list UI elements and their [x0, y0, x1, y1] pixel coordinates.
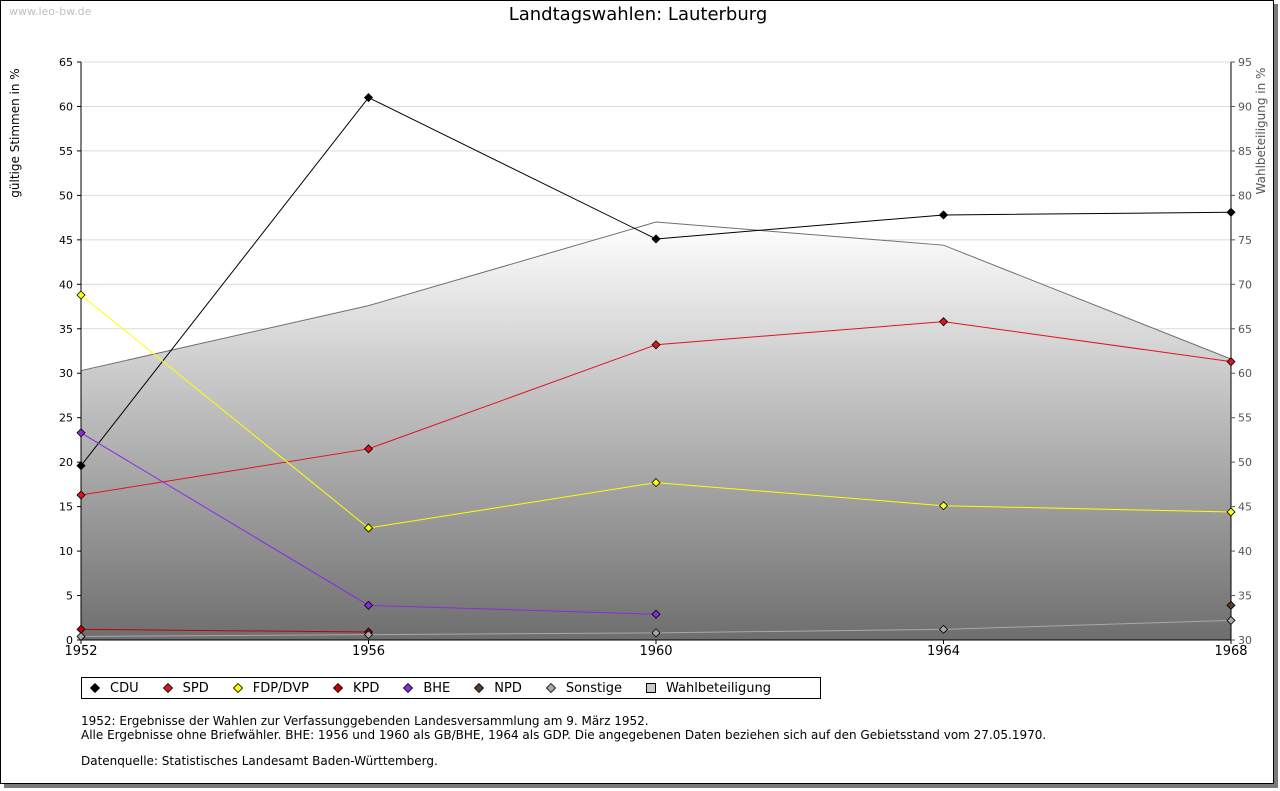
- y-tick-label-10: 10: [59, 545, 73, 558]
- y2-tick-label-40: 40: [1238, 545, 1252, 558]
- data-point-cdu-1952: [76, 461, 86, 471]
- y-tick-label-55: 55: [59, 145, 73, 158]
- data-point-sonstige-1964: [938, 624, 949, 634]
- y2-tick-label-60: 60: [1238, 367, 1252, 380]
- axis-layer: 0 5 10 15 20 25 30 35 40 45 50 55 60 65 30 35 40 45 50 55 60…: [59, 56, 1252, 659]
- data-point-sonstige-1960: [651, 628, 661, 638]
- legend-item-cdu: CDU: [90, 681, 139, 696]
- y-tick-label-40: 40: [59, 278, 73, 291]
- legend-label-npd: NPD: [494, 680, 522, 696]
- legend-label-sonstige: Sonstige: [565, 680, 623, 696]
- notes: 1952: Ergebnisse der Wahlen zur Verfassu…: [81, 714, 1046, 768]
- legend-item-kpd: KPD: [332, 680, 380, 696]
- data-point-cdu-1968: [1226, 207, 1236, 217]
- legend-marker-spd: [162, 683, 173, 693]
- data-point-spd-1956: [363, 444, 374, 454]
- y-tick-label-25: 25: [59, 412, 73, 425]
- data-point-sonstige-1968: [1226, 615, 1236, 626]
- legend-marker-kpd: [332, 683, 343, 693]
- series-area-edge-wahlbeteiligung: [80, 221, 1232, 372]
- data-point-cdu-1956: [363, 93, 374, 103]
- data-point-cdu-1960: [651, 234, 661, 244]
- data-point-spd-1968: [1226, 357, 1236, 367]
- note-line-1: 1952: Ergebnisse der Wahlen zur Verfassu…: [81, 714, 649, 728]
- x-tick-label-1960: 1960: [639, 644, 672, 659]
- legend-label-spd: SPD: [182, 680, 209, 696]
- x-tick-label-1956: 1956: [352, 644, 385, 659]
- data-point-npd-1968: [1226, 600, 1236, 610]
- data-point-spd-1960: [651, 340, 661, 350]
- data-point-bhe-1956: [363, 600, 374, 610]
- y2-tick-label-50: 50: [1238, 456, 1252, 469]
- data-point-spd-1964: [938, 317, 949, 327]
- legend-label-fdp-dvp: FDP/DVP: [252, 680, 309, 696]
- legend-item-sonstige: Sonstige: [545, 680, 623, 696]
- legend-label-kpd: KPD: [352, 680, 380, 696]
- legend-marker-fdp-dvp: [232, 683, 243, 693]
- y-tick-label-65: 65: [59, 56, 73, 69]
- y-tick-label-35: 35: [59, 323, 73, 336]
- y2-tick-label-75: 75: [1238, 234, 1252, 247]
- legend-marker-bhe: [403, 683, 414, 693]
- data-point-fdp-dvp-1968: [1226, 507, 1236, 517]
- x-tick-label-1964: 1964: [927, 644, 960, 659]
- series-layer: [76, 93, 1236, 642]
- legend-item-fdp-dvp: FDP/DVP: [232, 680, 309, 696]
- label-layer: gültige Stimmen in % Wahlbeteiligung in …: [8, 68, 1268, 198]
- y-tick-label-15: 15: [59, 501, 73, 514]
- y-tick-label-0: 0: [66, 634, 73, 647]
- y2-tick-label-45: 45: [1238, 501, 1252, 514]
- y-tick-label-30: 30: [59, 367, 73, 380]
- y-tick-label-50: 50: [59, 189, 73, 202]
- watermark: www.leo-bw.de: [9, 5, 92, 18]
- note-line-2: Alle Ergebnisse ohne Briefwähler. BHE: 1…: [81, 728, 1047, 742]
- data-point-spd-1952: [76, 490, 86, 500]
- y2-tick-label-95: 95: [1238, 56, 1252, 69]
- legend-marker-npd: [474, 683, 485, 693]
- series-area-wahlbeteiligung: [81, 222, 1231, 641]
- data-point-bhe-1960: [651, 609, 661, 619]
- x-tick-label-1952: 1952: [64, 644, 97, 659]
- y2-tick-label-55: 55: [1238, 412, 1252, 425]
- y-tick-label-20: 20: [59, 456, 73, 469]
- legend: CDU SPD FDP/DVP KPD BHE NPD Sonstige Wahlbeteil…: [81, 677, 821, 699]
- legend-label-wahlbeteiligung: Wahlbeteiligung: [666, 680, 772, 696]
- legend-marker-cdu: [90, 683, 100, 693]
- y2-tick-label-65: 65: [1238, 323, 1252, 336]
- legend-marker-wahlbeteiligung: [646, 683, 657, 693]
- y-tick-label-45: 45: [59, 234, 73, 247]
- legend-label-cdu: CDU: [110, 680, 139, 696]
- data-point-sonstige-1956: [363, 630, 374, 640]
- legend-item-npd: NPD: [474, 681, 522, 696]
- legend-item-spd: SPD: [162, 680, 209, 696]
- data-point-bhe-1952: [76, 428, 86, 438]
- chart-svg: 0 5 10 15 20 25 30 35 40 45 50 55 60 65 30 35 40 45 50 55 60…: [8, 56, 1268, 659]
- legend-label-bhe: BHE: [423, 680, 451, 696]
- legend-item-wahlbeteiligung: Wahlbeteiligung: [646, 681, 771, 696]
- data-point-fdp-dvp-1952: [76, 290, 86, 300]
- y-axis-label: gültige Stimmen in %: [8, 68, 22, 197]
- data-point-fdp-dvp-1964: [938, 501, 949, 511]
- legend-marker-sonstige: [545, 683, 556, 693]
- y2-axis-label: Wahlbeteiligung in %: [1254, 68, 1268, 195]
- y2-tick-label-80: 80: [1238, 189, 1252, 202]
- y2-tick-label-35: 35: [1238, 590, 1252, 603]
- data-point-fdp-dvp-1956: [363, 523, 374, 533]
- data-point-cdu-1964: [938, 210, 949, 220]
- y2-tick-label-90: 90: [1238, 100, 1252, 113]
- chart-title: Landtagswahlen: Lauterburg: [508, 4, 768, 25]
- y-tick-label-5: 5: [66, 590, 73, 603]
- series-line-kpd: [80, 628, 369, 633]
- legend-item-bhe: BHE: [403, 681, 450, 696]
- x-tick-label-1968: 1968: [1214, 644, 1247, 659]
- area-layer: [80, 221, 1232, 641]
- y2-tick-label-70: 70: [1238, 278, 1252, 291]
- y2-tick-label-85: 85: [1238, 145, 1252, 158]
- note-source: Datenquelle: Statistisches Landesamt Bad…: [81, 754, 438, 768]
- y-tick-label-60: 60: [59, 100, 73, 113]
- data-point-sonstige-1952: [76, 631, 86, 642]
- y2-tick-label-30: 30: [1238, 634, 1252, 647]
- data-point-fdp-dvp-1960: [651, 478, 661, 488]
